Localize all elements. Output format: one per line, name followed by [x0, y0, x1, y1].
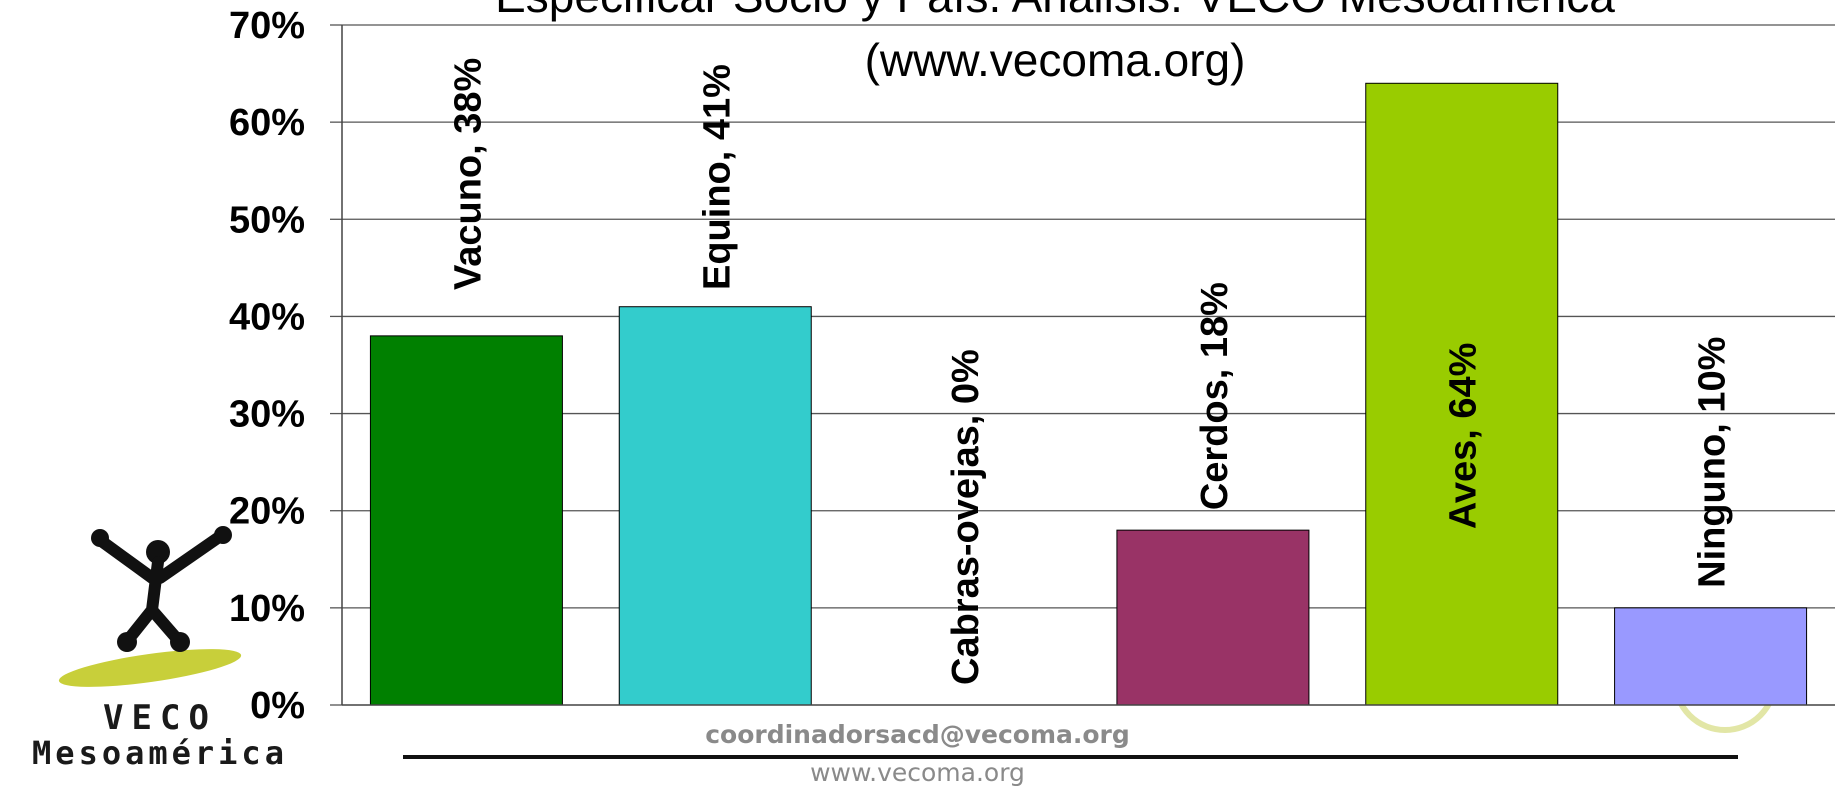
y-tick-label: 50% — [229, 199, 305, 241]
logo-text-mesoamerica: Mesoamérica — [32, 734, 288, 772]
y-tick-label: 10% — [229, 588, 305, 630]
footer-divider — [403, 755, 1738, 759]
data-labels: Vacuno, 38% Equino, 41% Cabras-ovejas, 0% C… — [447, 58, 1733, 685]
axes — [341, 25, 1835, 706]
data-label-equino: Equino, 41% — [696, 64, 738, 290]
footer-email: coordinadorsacd@vecoma.org — [705, 720, 1130, 749]
bar-aves — [1365, 82, 1559, 706]
chart-title: Especificar Socio y País. Análisis: VECO… — [495, 0, 1615, 86]
logo-text-veco: VECO — [103, 698, 217, 738]
y-tick-label: 40% — [229, 296, 305, 338]
data-label-aves: Aves, 64% — [1443, 343, 1485, 530]
y-tick-label: 60% — [229, 102, 305, 144]
veco-logo-figure-icon — [58, 526, 242, 687]
data-label-cabras-ovejas: Cabras-ovejas, 0% — [945, 349, 987, 685]
y-axis-tick-labels: 0% 10% 20% 30% 40% 50% 60% 70% — [229, 5, 305, 727]
bar-vacuno — [369, 335, 563, 706]
bar-cerdos — [1116, 529, 1310, 706]
y-tick-label: 30% — [229, 394, 305, 436]
data-label-ninguno: Ninguno, 10% — [1692, 337, 1734, 588]
data-label-cerdos: Cerdos, 18% — [1194, 282, 1236, 510]
bar-equino — [618, 306, 812, 706]
gridlines — [330, 24, 1835, 706]
bars — [369, 82, 1808, 706]
y-tick-label: 20% — [229, 491, 305, 533]
y-tick-label: 70% — [229, 5, 305, 47]
footer-website: www.vecoma.org — [810, 758, 1025, 787]
chart-title-line1: Especificar Socio y País. Análisis: VECO… — [495, 0, 1615, 22]
chart-title-line2: (www.vecoma.org) — [865, 34, 1246, 86]
bar-ninguno — [1614, 607, 1808, 706]
data-label-vacuno: Vacuno, 38% — [447, 58, 489, 290]
y-tick-label: 0% — [250, 685, 305, 727]
